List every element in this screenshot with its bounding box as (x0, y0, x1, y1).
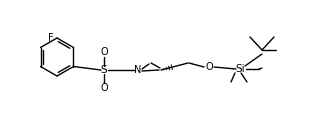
Text: O: O (100, 83, 108, 93)
Text: N: N (134, 65, 142, 75)
Text: S: S (101, 65, 107, 75)
Text: F: F (48, 33, 54, 43)
Text: O: O (100, 47, 108, 57)
Text: O: O (205, 62, 213, 72)
Text: Si: Si (235, 64, 245, 74)
